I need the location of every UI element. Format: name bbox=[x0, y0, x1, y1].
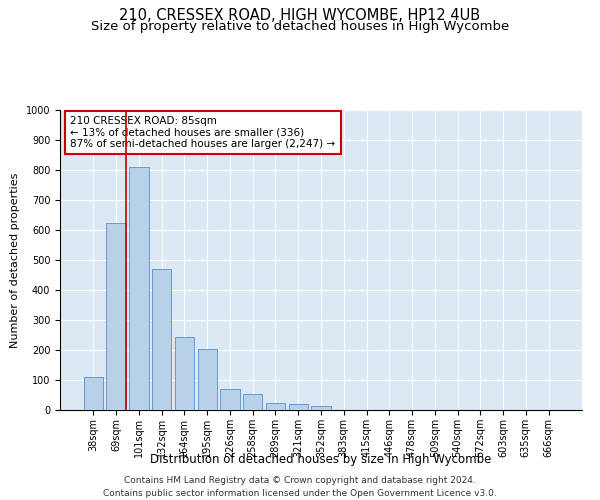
Bar bbox=[84, 377, 103, 410]
Bar bbox=[129, 167, 149, 410]
Bar bbox=[175, 336, 194, 410]
Bar bbox=[220, 389, 239, 410]
Text: 210 CRESSEX ROAD: 85sqm
← 13% of detached houses are smaller (336)
87% of semi-d: 210 CRESSEX ROAD: 85sqm ← 13% of detache… bbox=[70, 116, 335, 149]
Bar bbox=[152, 269, 172, 410]
Text: Distribution of detached houses by size in High Wycombe: Distribution of detached houses by size … bbox=[151, 452, 491, 466]
Bar bbox=[243, 394, 262, 410]
Text: Contains HM Land Registry data © Crown copyright and database right 2024.
Contai: Contains HM Land Registry data © Crown c… bbox=[103, 476, 497, 498]
Y-axis label: Number of detached properties: Number of detached properties bbox=[10, 172, 20, 348]
Bar bbox=[311, 406, 331, 410]
Text: 210, CRESSEX ROAD, HIGH WYCOMBE, HP12 4UB: 210, CRESSEX ROAD, HIGH WYCOMBE, HP12 4U… bbox=[119, 8, 481, 22]
Bar bbox=[106, 222, 126, 410]
Bar bbox=[266, 402, 285, 410]
Bar bbox=[197, 348, 217, 410]
Bar bbox=[289, 404, 308, 410]
Text: Size of property relative to detached houses in High Wycombe: Size of property relative to detached ho… bbox=[91, 20, 509, 33]
